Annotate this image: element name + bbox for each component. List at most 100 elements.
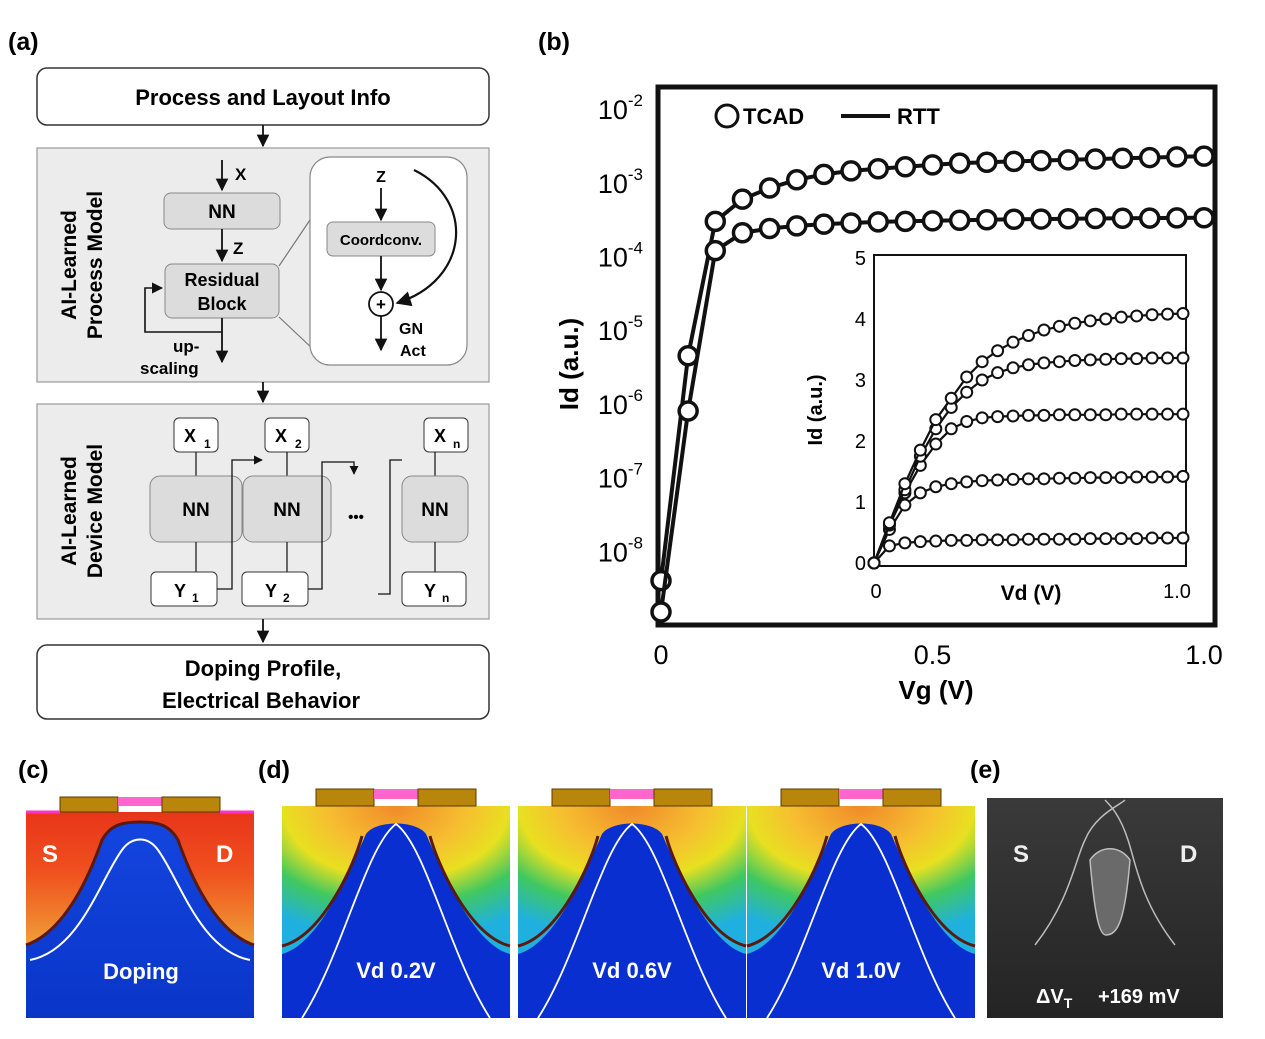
inset-point xyxy=(898,477,912,491)
inset-point xyxy=(1161,307,1175,321)
inset-point xyxy=(1114,352,1128,366)
inset-point xyxy=(960,414,974,428)
plus-sign: + xyxy=(376,295,386,314)
zoom-line-bottom xyxy=(278,316,315,351)
inset-point xyxy=(1052,532,1066,546)
inset-point xyxy=(929,534,943,548)
link-y1-x2 xyxy=(217,455,263,590)
tcad-point xyxy=(948,209,971,232)
main-y-axis-label: Id (a.u.) xyxy=(554,318,584,410)
tcad-point xyxy=(1138,146,1161,169)
ellipsis: ••• xyxy=(348,509,364,526)
inset-point xyxy=(944,533,958,547)
inset-point xyxy=(1006,335,1020,349)
inset-point xyxy=(1006,472,1020,486)
output-yn: Y xyxy=(424,581,436,601)
inset-point xyxy=(1161,407,1175,421)
inset-point xyxy=(1037,356,1051,370)
inset-point xyxy=(991,344,1005,358)
trace-left xyxy=(1034,799,1126,946)
panel-d: (d) Vd 0.2V Vd 0.6V Vd 1.0V xyxy=(258,756,976,1019)
panel-e-label: (e) xyxy=(970,756,1001,784)
tcad-point xyxy=(731,188,754,210)
panel-a-label: (a) xyxy=(8,28,39,56)
variation-traces xyxy=(1034,799,1176,946)
input-xn-box xyxy=(423,417,469,453)
inset-point xyxy=(1176,469,1190,483)
label-z: Z xyxy=(233,239,243,258)
potential-map-2: Vd 1.0V xyxy=(746,788,976,1019)
doping-caption: Doping xyxy=(103,959,179,984)
map-gate-center xyxy=(839,789,883,799)
inset-point xyxy=(898,536,912,550)
tcad-point xyxy=(867,211,889,233)
map-junction xyxy=(517,835,747,948)
upscaling-1: up- xyxy=(173,337,199,356)
inset-point xyxy=(975,474,989,488)
tcad-point xyxy=(758,177,781,199)
inset-point xyxy=(1145,531,1159,545)
inset-point xyxy=(1022,532,1035,546)
inset-point xyxy=(1068,532,1082,546)
inset-point xyxy=(991,473,1005,487)
inset-point xyxy=(929,413,943,427)
inset-point xyxy=(1099,408,1113,422)
main-x-tick-0: 0 xyxy=(653,640,668,670)
tcad-point xyxy=(786,169,808,191)
device-model-title-2: Device Model xyxy=(84,444,107,578)
inset-point xyxy=(1022,472,1035,486)
source-label-e: S xyxy=(1013,841,1029,868)
doping-source-drain xyxy=(26,812,254,945)
tcad-point xyxy=(1166,207,1188,229)
main-y-tick-1: 10-3 xyxy=(598,165,643,199)
input-x2-sub: 2 xyxy=(295,437,302,451)
inset-point xyxy=(1083,353,1097,367)
input-xn-sub: n xyxy=(453,437,460,451)
tcad-point xyxy=(1057,149,1079,171)
inset-y-tick-5: 5 xyxy=(855,248,866,270)
tcad-point xyxy=(1084,207,1107,230)
inset-point xyxy=(1006,361,1020,375)
inset-point xyxy=(1145,308,1159,322)
process-layout-text: Process and Layout Info xyxy=(135,85,391,110)
inset-point xyxy=(1099,471,1113,485)
trace-body xyxy=(1089,848,1131,936)
device-nn-1-text: NN xyxy=(182,500,209,521)
inset-point xyxy=(1037,472,1051,486)
panel-c: (c) S D Doping xyxy=(18,756,255,1018)
map-gate-center xyxy=(610,789,654,799)
inset-point xyxy=(1145,351,1159,365)
doping-contour xyxy=(29,838,251,961)
inset-point xyxy=(960,370,974,384)
inset-point xyxy=(1083,408,1097,422)
potential-maps: Vd 0.2V Vd 0.6V Vd 1.0V xyxy=(281,788,976,1019)
tcad-point xyxy=(650,601,672,623)
residual-loop xyxy=(144,282,222,333)
inset-y-tick-1: 1 xyxy=(855,492,866,514)
inset-point xyxy=(1052,471,1066,485)
output-y2: Y xyxy=(265,581,277,601)
inset-point xyxy=(913,443,927,457)
inset-point xyxy=(1130,352,1144,366)
inset-y-tick-0: 0 xyxy=(855,553,866,575)
tcad-point xyxy=(1003,208,1025,231)
doping-junction xyxy=(25,820,255,947)
device-nn-2-text: NN xyxy=(273,500,300,521)
map-gate-right xyxy=(882,788,942,807)
inset-series-group xyxy=(867,307,1190,570)
panel-d-label: (d) xyxy=(258,756,290,784)
panel-b: (b) 10-2 10-3 10-4 10-5 10-6 10-7 10-8 0 0.5 1.0… xyxy=(538,28,1223,705)
gn-text: GN xyxy=(399,321,423,338)
main-y-tick-0: 10-2 xyxy=(598,91,643,125)
potential-map-0: Vd 0.2V xyxy=(281,788,511,1019)
map-field xyxy=(282,806,510,954)
map-junction xyxy=(281,835,511,948)
residual-text-1: Residual xyxy=(184,270,259,290)
panel-e: (e) S D ΔVT +169 mV xyxy=(970,756,1223,1018)
inset-point xyxy=(1037,408,1051,422)
tcad-point xyxy=(704,239,727,262)
inset-point xyxy=(1068,471,1082,485)
tcad-point xyxy=(976,209,998,231)
inset-point xyxy=(944,391,958,405)
inset-point xyxy=(944,422,958,436)
